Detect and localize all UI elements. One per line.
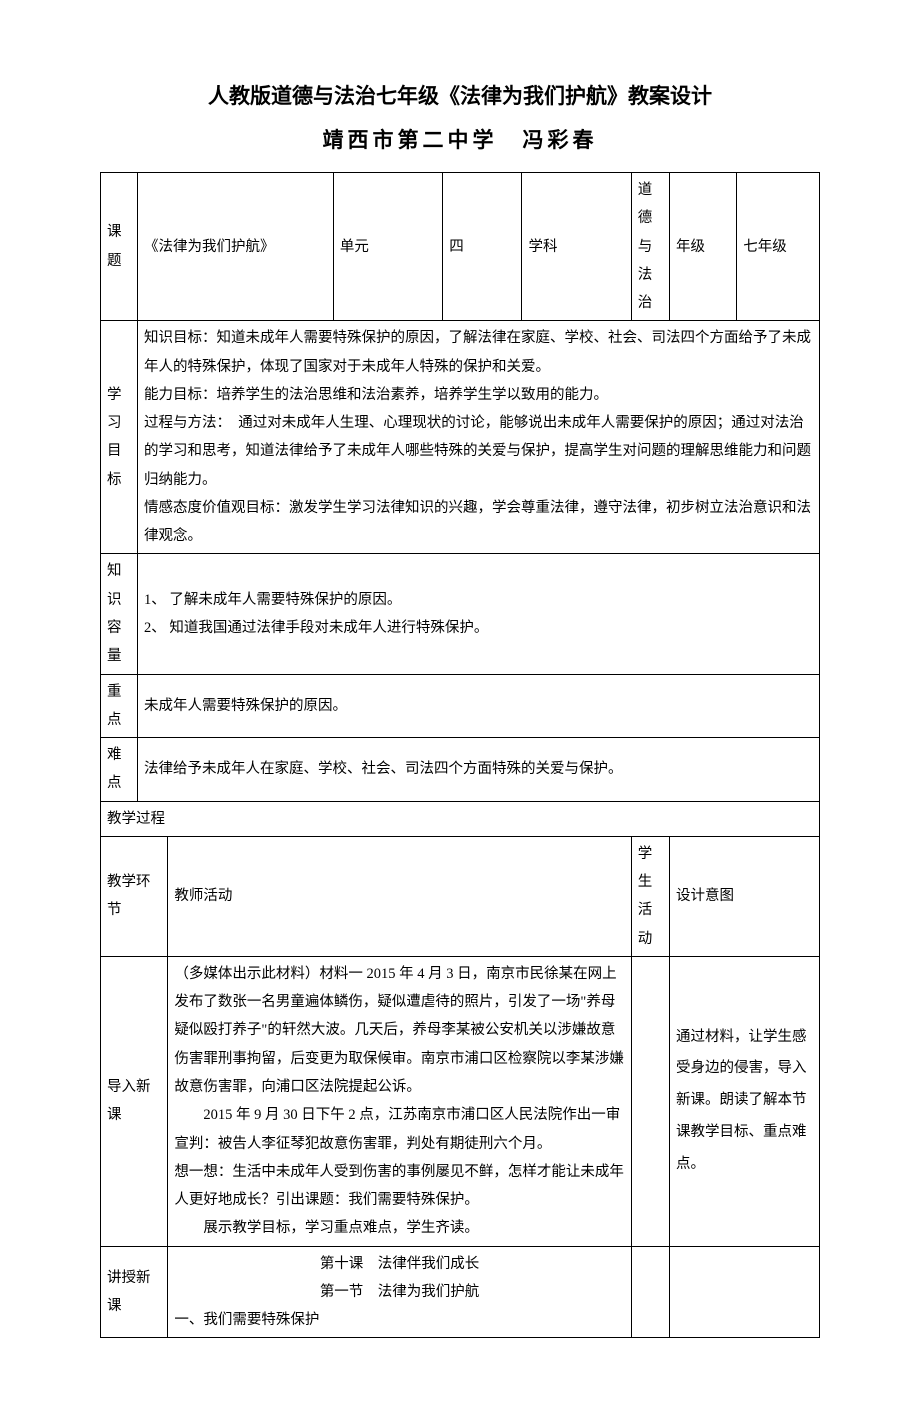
objectives-row: 学习目标 知识目标：知道未成年人需要特殊保护的原因，了解法律在家庭、学校、社会、… [101, 321, 820, 554]
lesson-plan-table: 课题 《法律为我们护航》 单元 四 学科 道德与法治 年级 七年级 学习目标 知… [100, 172, 820, 1338]
topic-label: 课题 [101, 173, 138, 321]
intro-teacher-line-0: （多媒体出示此材料）材料一 2015 年 4 月 3 日，南京市民徐某在网上发布… [174, 966, 624, 1095]
lecture-teacher-activity: 第十课 法律伴我们成长 第一节 法律为我们护航 一、我们需要特殊保护 [168, 1246, 631, 1338]
intro-student-activity [631, 956, 669, 1246]
intro-teacher-activity: （多媒体出示此材料）材料一 2015 年 4 月 3 日，南京市民徐某在网上发布… [168, 956, 631, 1246]
intro-stage: 导入新课 [101, 956, 168, 1246]
teacher-header: 教师活动 [168, 836, 631, 956]
lecture-teacher-line-1: 第十课 法律伴我们成长 [174, 1250, 624, 1278]
intro-row: 导入新课 （多媒体出示此材料）材料一 2015 年 4 月 3 日，南京市民徐某… [101, 956, 820, 1246]
knowledge-label: 知 识容 量 [101, 554, 138, 674]
process-title-row: 教学过程 [101, 801, 820, 836]
intent-header: 设计意图 [670, 836, 820, 956]
main-title: 人教版道德与法治七年级《法律为我们护航》教案设计 [100, 80, 820, 110]
knowledge-row: 知 识容 量 1、 了解未成年人需要特殊保护的原因。2、 知道我国通过法律手段对… [101, 554, 820, 674]
intro-teacher-line-3: 展示教学目标，学习重点难点，学生齐读。 [174, 1220, 479, 1236]
lecture-student-activity [631, 1246, 669, 1338]
intro-teacher-line-1: 2015 年 9 月 30 日下午 2 点，江苏南京市浦口区人民法院作出一审宣判… [174, 1107, 620, 1151]
subject-value: 道德与法治 [631, 173, 669, 321]
process-title: 教学过程 [101, 801, 820, 836]
unit-value: 四 [443, 173, 522, 321]
header-row: 课题 《法律为我们护航》 单元 四 学科 道德与法治 年级 七年级 [101, 173, 820, 321]
objectives-label-text: 学习目标 [107, 387, 122, 488]
lecture-intent [670, 1246, 820, 1338]
student-header: 学生活动 [631, 836, 669, 956]
grade-value: 七年级 [737, 173, 820, 321]
lesson-plan-page: 人教版道德与法治七年级《法律为我们护航》教案设计 靖西市第二中学 冯彩春 课题 … [0, 0, 920, 1418]
stage-header: 教学环节 [101, 836, 168, 956]
grade-label: 年级 [670, 173, 737, 321]
emphasis-row: 重点 未成年人需要特殊保护的原因。 [101, 674, 820, 738]
difficulty-label: 难点 [101, 738, 138, 802]
lecture-row: 讲授新课 第十课 法律伴我们成长 第一节 法律为我们护航 一、我们需要特殊保护 [101, 1246, 820, 1338]
unit-label: 单元 [333, 173, 442, 321]
process-header-row: 教学环节 教师活动 学生活动 设计意图 [101, 836, 820, 956]
lecture-stage: 讲授新课 [101, 1246, 168, 1338]
sub-title: 靖西市第二中学 冯彩春 [100, 124, 820, 154]
objectives-content: 知识目标：知道未成年人需要特殊保护的原因，了解法律在家庭、学校、社会、司法四个方… [137, 321, 819, 554]
intro-intent: 通过材料，让学生感受身边的侵害，导入新课。朗读了解本节课教学目标、重点难点。 [670, 956, 820, 1246]
lecture-teacher-line-3: 一、我们需要特殊保护 [174, 1312, 319, 1328]
knowledge-content: 1、 了解未成年人需要特殊保护的原因。2、 知道我国通过法律手段对未成年人进行特… [137, 554, 819, 674]
emphasis-content: 未成年人需要特殊保护的原因。 [137, 674, 819, 738]
difficulty-row: 难点 法律给予未成年人在家庭、学校、社会、司法四个方面特殊的关爱与保护。 [101, 738, 820, 802]
subject-label: 学科 [522, 173, 631, 321]
intro-teacher-line-2: 想一想：生活中未成年人受到伤害的事例屡见不鲜，怎样才能让未成年人更好地成长？引出… [174, 1164, 624, 1208]
objectives-label: 学习目标 [101, 321, 138, 554]
topic-value: 《法律为我们护航》 [137, 173, 333, 321]
emphasis-label: 重点 [101, 674, 138, 738]
difficulty-content: 法律给予未成年人在家庭、学校、社会、司法四个方面特殊的关爱与保护。 [137, 738, 819, 802]
